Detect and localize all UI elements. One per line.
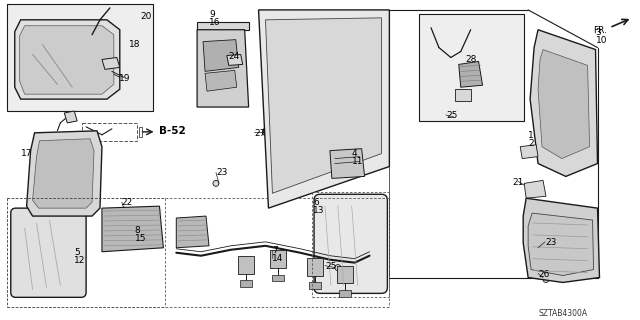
Text: 27: 27 bbox=[255, 129, 266, 138]
FancyBboxPatch shape bbox=[11, 208, 86, 297]
Polygon shape bbox=[102, 206, 163, 252]
Polygon shape bbox=[309, 283, 321, 289]
Text: 11: 11 bbox=[352, 156, 364, 165]
Text: 25: 25 bbox=[446, 111, 457, 120]
Text: B-52: B-52 bbox=[159, 126, 186, 136]
Circle shape bbox=[335, 265, 341, 271]
Circle shape bbox=[213, 180, 219, 186]
Polygon shape bbox=[523, 198, 600, 283]
Bar bbox=[7, 4, 154, 111]
Text: 13: 13 bbox=[313, 206, 324, 215]
Text: 28: 28 bbox=[466, 54, 477, 63]
Text: 23: 23 bbox=[216, 169, 227, 178]
Text: 12: 12 bbox=[74, 256, 86, 265]
Text: 2: 2 bbox=[528, 139, 534, 148]
Polygon shape bbox=[330, 149, 365, 179]
Polygon shape bbox=[205, 70, 237, 91]
Text: 20: 20 bbox=[141, 12, 152, 21]
Circle shape bbox=[326, 140, 354, 167]
Text: 16: 16 bbox=[209, 18, 221, 27]
Text: 25: 25 bbox=[325, 262, 337, 271]
Polygon shape bbox=[240, 281, 252, 287]
Text: 24: 24 bbox=[229, 52, 240, 60]
Text: 4: 4 bbox=[352, 149, 357, 158]
Text: 8: 8 bbox=[134, 226, 140, 235]
Polygon shape bbox=[524, 180, 546, 198]
Polygon shape bbox=[530, 30, 598, 176]
Polygon shape bbox=[203, 40, 239, 71]
Text: 21: 21 bbox=[512, 179, 524, 188]
Polygon shape bbox=[339, 290, 351, 297]
Text: 1: 1 bbox=[528, 131, 534, 140]
Polygon shape bbox=[20, 26, 114, 94]
Polygon shape bbox=[197, 30, 248, 107]
Text: 17: 17 bbox=[20, 149, 32, 158]
Text: SZTAB4300A: SZTAB4300A bbox=[538, 309, 587, 318]
Polygon shape bbox=[15, 20, 120, 99]
Polygon shape bbox=[520, 145, 538, 159]
Polygon shape bbox=[273, 275, 284, 282]
Bar bbox=[337, 266, 353, 284]
Text: 5: 5 bbox=[74, 248, 80, 257]
Polygon shape bbox=[64, 111, 77, 123]
Polygon shape bbox=[528, 213, 593, 276]
Circle shape bbox=[543, 276, 549, 283]
Circle shape bbox=[262, 128, 271, 136]
Circle shape bbox=[121, 207, 127, 213]
Text: 22: 22 bbox=[122, 198, 133, 207]
Bar bbox=[307, 258, 323, 276]
Bar bbox=[82, 123, 137, 141]
Bar bbox=[419, 14, 524, 121]
Text: 18: 18 bbox=[129, 40, 140, 49]
Bar bbox=[237, 256, 253, 274]
Text: 19: 19 bbox=[119, 74, 131, 83]
Bar bbox=[271, 250, 286, 268]
FancyBboxPatch shape bbox=[314, 194, 387, 293]
Text: 3: 3 bbox=[596, 28, 602, 37]
Text: 6: 6 bbox=[313, 198, 319, 207]
Polygon shape bbox=[266, 18, 381, 193]
Bar bbox=[197, 22, 248, 30]
Circle shape bbox=[332, 146, 348, 162]
Text: 23: 23 bbox=[545, 238, 556, 247]
Bar bbox=[139, 127, 141, 137]
Text: 14: 14 bbox=[273, 254, 284, 263]
Text: FR.: FR. bbox=[593, 26, 607, 35]
Polygon shape bbox=[455, 89, 470, 101]
Polygon shape bbox=[176, 216, 209, 248]
Polygon shape bbox=[227, 54, 243, 65]
Polygon shape bbox=[259, 10, 389, 208]
Text: 9: 9 bbox=[209, 10, 215, 19]
Polygon shape bbox=[538, 50, 589, 159]
Polygon shape bbox=[102, 58, 120, 69]
Polygon shape bbox=[459, 61, 483, 87]
Polygon shape bbox=[33, 139, 94, 208]
Polygon shape bbox=[27, 131, 102, 216]
Text: 15: 15 bbox=[134, 234, 146, 243]
Text: 26: 26 bbox=[538, 269, 549, 279]
Text: 7: 7 bbox=[273, 246, 278, 255]
Text: 10: 10 bbox=[596, 36, 607, 45]
